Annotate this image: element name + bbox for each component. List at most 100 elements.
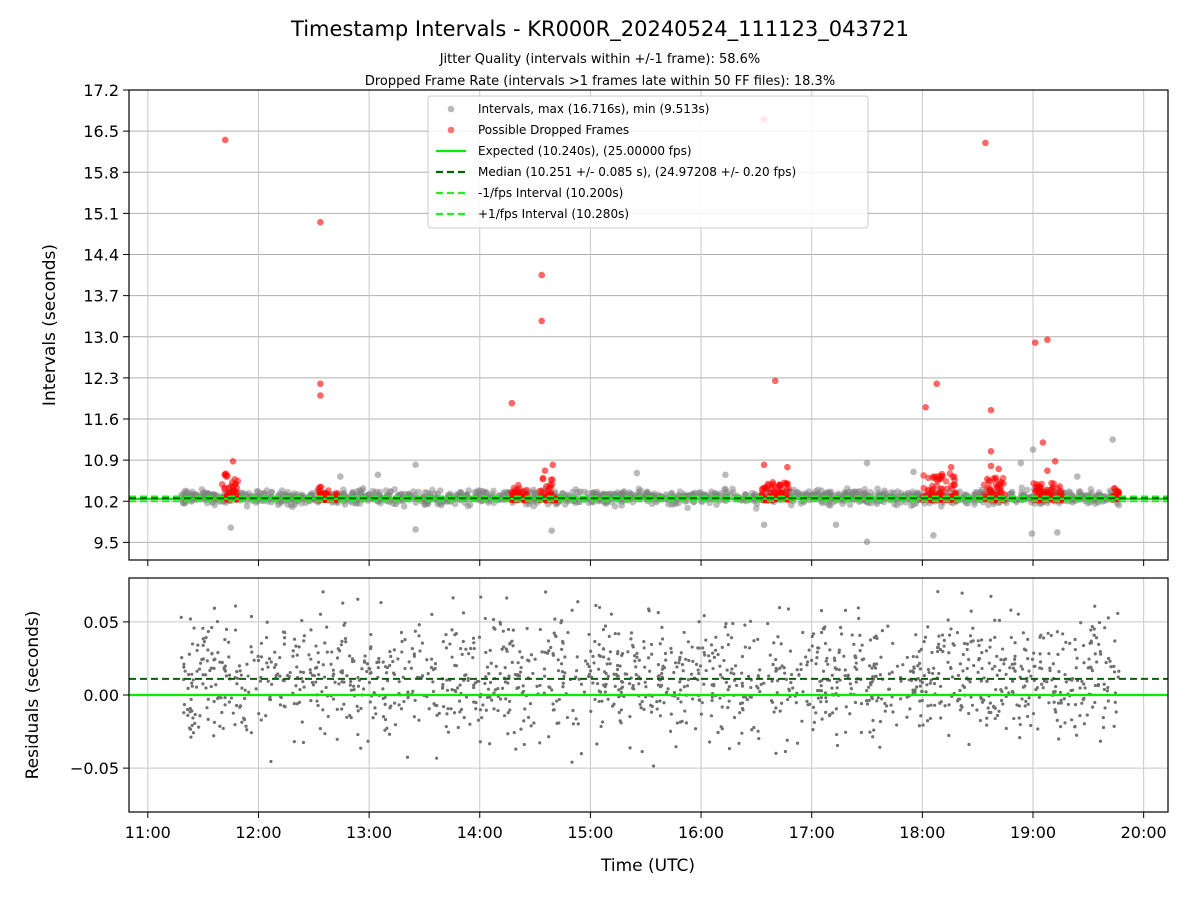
interval-point <box>752 505 760 512</box>
interval-point <box>412 461 419 469</box>
residual-point <box>1068 641 1072 645</box>
residual-point <box>885 704 889 708</box>
residual-point <box>1000 698 1004 703</box>
residual-point <box>540 650 544 654</box>
residual-point <box>994 688 998 692</box>
residual-point <box>371 716 375 720</box>
residual-point <box>348 654 352 658</box>
residual-point <box>642 707 646 711</box>
residual-point <box>929 678 933 682</box>
residual-point <box>542 667 547 671</box>
residual-point <box>1074 666 1078 670</box>
residual-point <box>406 690 410 694</box>
residual-point <box>704 638 708 642</box>
residual-point <box>1040 667 1044 671</box>
interval-point <box>722 471 729 479</box>
interval-point <box>668 489 676 497</box>
residual-point <box>957 697 962 701</box>
residual-point <box>993 618 997 622</box>
residual-point <box>935 645 940 650</box>
residual-point <box>479 595 483 599</box>
dropped-frame-point <box>758 490 766 497</box>
residual-point <box>716 730 720 735</box>
bottom-y-tick-label: 0.05 <box>83 613 119 632</box>
residual-point <box>660 637 665 641</box>
residual-point <box>730 667 734 671</box>
residual-point <box>314 644 318 648</box>
dropped-frame-point <box>987 448 995 455</box>
residual-point <box>720 705 724 709</box>
residual-point <box>858 633 862 637</box>
residual-point <box>269 759 273 764</box>
interval-point <box>436 487 444 494</box>
residual-point <box>417 623 421 627</box>
residual-point <box>491 617 496 622</box>
residual-point <box>799 662 803 666</box>
residual-point <box>243 696 247 701</box>
residual-point <box>499 697 503 701</box>
top-y-tick-label: 17.2 <box>83 81 119 100</box>
residual-point <box>595 742 599 746</box>
residual-point <box>683 709 687 713</box>
residual-point <box>709 714 714 718</box>
residual-point <box>778 709 782 713</box>
residual-point <box>363 654 367 658</box>
residual-point <box>1057 737 1061 741</box>
residual-point <box>850 633 854 637</box>
residual-point <box>697 620 701 624</box>
residual-point <box>844 730 848 734</box>
residual-point <box>750 728 754 732</box>
residual-point <box>480 716 484 720</box>
residual-point <box>969 640 973 644</box>
residual-point <box>743 623 747 627</box>
residual-point <box>854 680 858 684</box>
residual-point <box>833 658 837 663</box>
residual-point <box>640 699 644 704</box>
residual-point <box>816 696 820 700</box>
residual-point <box>458 683 462 687</box>
interval-point <box>530 502 538 510</box>
residual-point <box>452 711 457 715</box>
residual-point <box>551 702 555 706</box>
residual-point <box>786 607 791 611</box>
interval-point <box>1109 436 1116 443</box>
residual-point <box>237 664 242 668</box>
residual-point <box>278 703 283 707</box>
residual-point <box>459 707 464 712</box>
residual-point <box>1069 688 1073 693</box>
residual-point <box>1061 632 1065 636</box>
residual-point <box>1106 699 1110 703</box>
interval-point <box>180 489 188 497</box>
residual-point <box>1042 679 1046 683</box>
residual-point <box>960 705 964 709</box>
residual-point <box>603 624 608 628</box>
residual-point <box>525 626 529 631</box>
legend-label-expected: Expected (10.240s), (25.00000 fps) <box>478 144 692 158</box>
residual-point <box>1038 660 1043 664</box>
residual-point <box>650 704 654 709</box>
residual-point <box>844 705 848 709</box>
residual-point <box>921 723 925 727</box>
residual-point <box>609 612 614 616</box>
residual-point <box>445 688 450 692</box>
residual-point <box>256 658 261 663</box>
residual-point <box>735 683 739 687</box>
residual-point <box>684 721 689 725</box>
residual-point <box>490 698 494 702</box>
residual-point <box>399 707 403 711</box>
residual-point <box>646 656 651 660</box>
residual-point <box>599 724 603 729</box>
residual-point <box>925 719 930 723</box>
residual-point <box>901 663 905 667</box>
residual-point <box>368 671 372 676</box>
dropped-frame-point <box>920 484 928 492</box>
residual-point <box>786 697 790 702</box>
residual-point <box>1054 710 1058 714</box>
residual-point <box>250 650 254 654</box>
interval-point <box>1023 486 1031 494</box>
residual-point <box>1015 703 1019 707</box>
residual-point <box>472 683 476 687</box>
residual-point <box>938 684 943 689</box>
dropped-frame-point <box>511 487 519 494</box>
residual-point <box>669 650 674 655</box>
